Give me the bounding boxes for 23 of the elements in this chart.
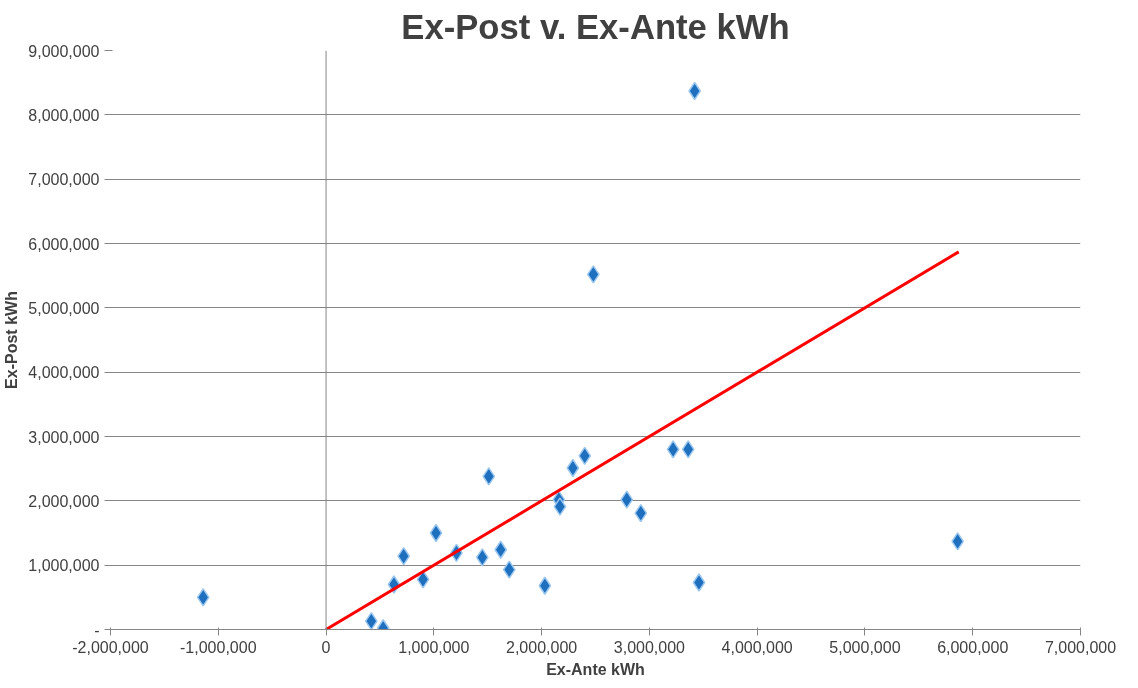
y-tick-label: 4,000,000 [28,364,100,382]
y-tick-label: 9,000,000 [28,42,100,60]
y-tick-label: 2,000,000 [28,492,100,510]
x-axis-title: Ex-Ante kWh [546,660,645,678]
y-tick-label: 5,000,000 [28,299,100,317]
x-tick-label: 4,000,000 [721,638,793,656]
y-tick-label: - [94,621,100,639]
x-tick-label: 0 [321,638,331,656]
y-tick-label: 3,000,000 [28,428,100,446]
x-tick-label: -2,000,000 [72,638,149,656]
y-axis-title: Ex-Post kWh [3,291,21,389]
x-tick-label: 6,000,000 [937,638,1009,656]
y-tick-label: 1,000,000 [28,557,100,575]
y-tick-label: 6,000,000 [28,235,100,253]
x-tick-label: -1,000,000 [180,638,257,656]
y-tick-label: 8,000,000 [28,106,100,124]
x-tick-label: 3,000,000 [613,638,686,656]
y-tick-label: 7,000,000 [28,171,100,189]
x-tick-label: 7,000,000 [1044,638,1117,656]
x-tick-label: 1,000,000 [398,638,470,656]
x-tick-label: 2,000,000 [506,638,578,656]
chart-title: Ex-Post v. Ex-Ante kWh [401,7,790,46]
x-tick-label: 5,000,000 [829,638,901,656]
